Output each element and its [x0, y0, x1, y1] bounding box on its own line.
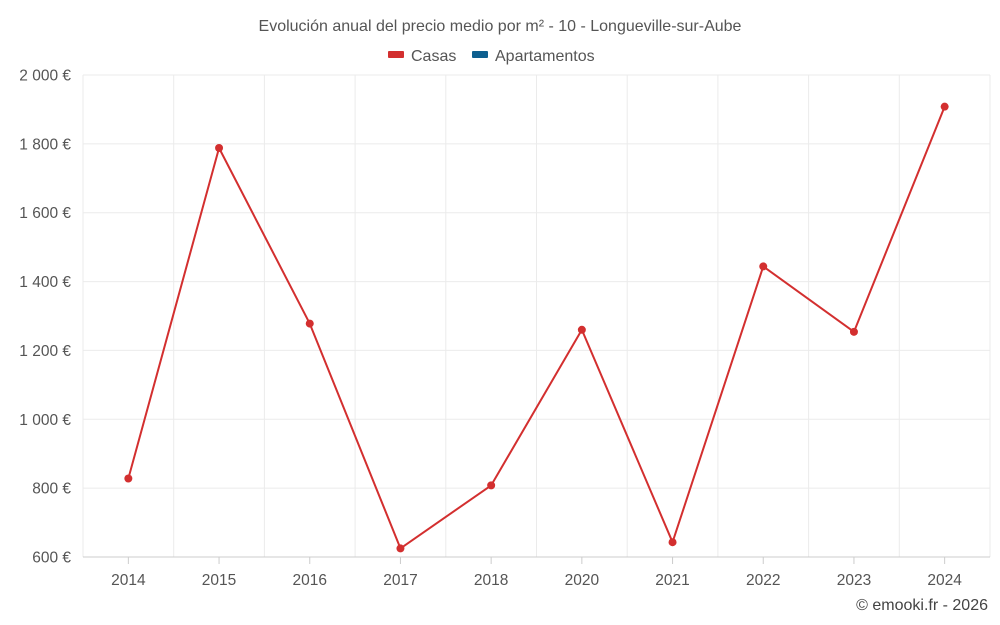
- x-tick-label: 2023: [837, 572, 871, 589]
- x-tick-label: 2024: [927, 572, 962, 589]
- y-tick-label: 1 400 €: [19, 274, 71, 291]
- chart-container: 600 € 800 € 1 000 € 1 200 € 1 400 € 1 600 € 1 …: [0, 0, 1000, 625]
- data-point-casas[interactable]: [941, 103, 949, 111]
- x-tick-label: 2020: [565, 572, 600, 589]
- data-point-casas[interactable]: [759, 262, 767, 270]
- legend-swatch-casas: [388, 51, 404, 58]
- x-tick-label: 2022: [746, 572, 780, 589]
- legend-item-apartamentos[interactable]: Apartamentos: [472, 48, 595, 65]
- x-tick-label: 2017: [383, 572, 417, 589]
- legend-swatch-apartamentos: [472, 51, 488, 58]
- legend-label-casas: Casas: [411, 48, 456, 65]
- y-tick-label: 1 200 €: [19, 343, 71, 360]
- data-point-casas[interactable]: [578, 326, 586, 334]
- data-point-casas[interactable]: [215, 144, 223, 152]
- chart-title: Evolución anual del precio medio por m² …: [259, 18, 742, 35]
- data-point-casas[interactable]: [124, 475, 132, 483]
- line-chart: 600 € 800 € 1 000 € 1 200 € 1 400 € 1 600 € 1 …: [0, 0, 1000, 625]
- y-tick-label: 1 600 €: [19, 205, 71, 222]
- data-point-casas[interactable]: [669, 538, 677, 546]
- data-point-casas[interactable]: [487, 481, 495, 489]
- y-tick-label: 1 800 €: [19, 136, 71, 153]
- credit-text: © emooki.fr - 2026: [856, 597, 988, 614]
- axes: 600 € 800 € 1 000 € 1 200 € 1 400 € 1 600 € 1 …: [19, 68, 990, 590]
- y-tick-label: 600 €: [32, 550, 71, 567]
- y-tick-label: 1 000 €: [19, 412, 71, 429]
- x-tick-label: 2016: [293, 572, 327, 589]
- data-point-casas[interactable]: [306, 320, 314, 328]
- data-point-casas[interactable]: [850, 328, 858, 336]
- y-tick-label: 2 000 €: [19, 68, 71, 85]
- x-tick-label: 2014: [111, 572, 146, 589]
- x-tick-label: 2015: [202, 572, 236, 589]
- legend-item-casas[interactable]: Casas: [388, 48, 456, 65]
- x-tick-label: 2021: [655, 572, 689, 589]
- y-tick-label: 800 €: [32, 481, 71, 498]
- data-point-casas[interactable]: [396, 544, 404, 552]
- legend: Casas Apartamentos: [388, 48, 595, 65]
- legend-label-apartamentos: Apartamentos: [495, 48, 595, 65]
- x-tick-label: 2018: [474, 572, 508, 589]
